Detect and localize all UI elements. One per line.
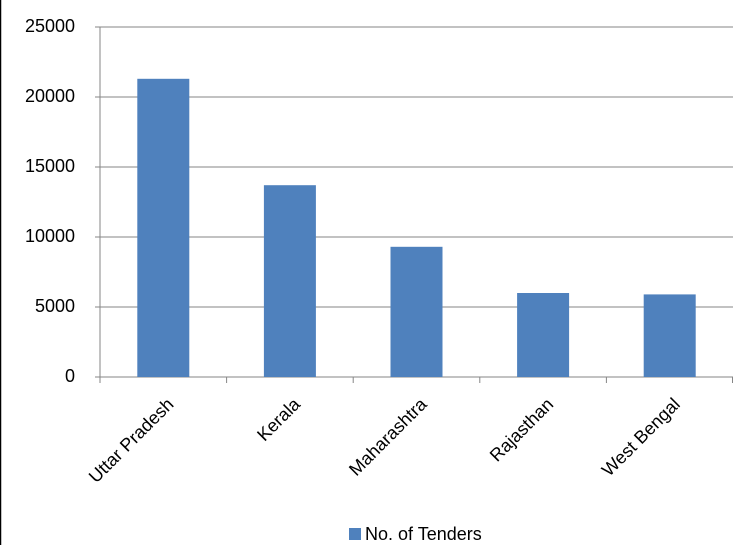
y-tick-label: 10000 <box>25 226 75 246</box>
bar <box>390 246 443 377</box>
legend-swatch <box>349 528 361 540</box>
bar <box>643 294 696 377</box>
y-tick-label: 5000 <box>35 296 75 316</box>
x-tick-label: Maharashtra <box>345 393 431 479</box>
x-tick-label: West Bengal <box>598 394 684 480</box>
y-tick-label: 20000 <box>25 86 75 106</box>
bar <box>517 293 570 377</box>
y-tick-label: 15000 <box>25 156 75 176</box>
y-tick-label: 25000 <box>25 16 75 36</box>
x-tick-label: Kerala <box>253 393 305 445</box>
bar <box>137 78 190 378</box>
x-tick-label: Uttar Pradesh <box>85 394 178 487</box>
legend-label: No. of Tenders <box>365 524 482 544</box>
x-tick-label: Rajasthan <box>486 394 557 465</box>
bar <box>263 185 316 377</box>
y-tick-label: 0 <box>65 366 75 386</box>
